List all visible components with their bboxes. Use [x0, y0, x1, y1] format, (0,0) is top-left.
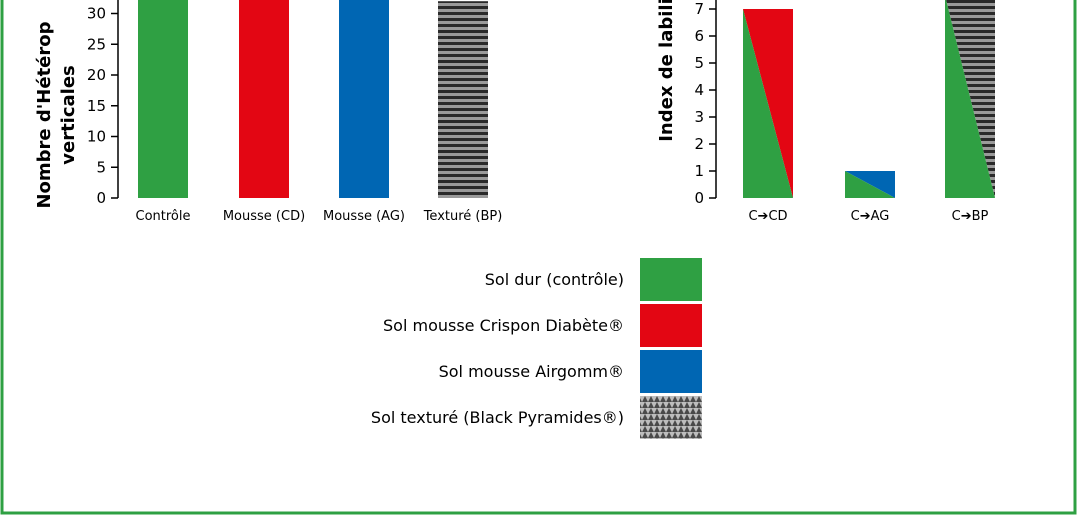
right-bar-2-part-b: [946, 0, 995, 198]
left-y-tick-label-5: 25: [87, 35, 106, 53]
right-x-label-2: C➔BP: [952, 209, 989, 224]
legend: Sol dur (contrôle) Sol mousse Crispon Dia…: [371, 258, 702, 439]
legend-label-2: Sol mousse Airgomm®: [439, 362, 624, 381]
right-y-ticks: 0 1 2 3 4 5 6 7: [694, 0, 716, 207]
left-y-tick-label-3: 15: [87, 97, 106, 115]
right-y-tick-label-3: 3: [694, 108, 704, 126]
left-x-labels: Contrôle Mousse (CD) Mousse (AG) Texturé (B…: [136, 209, 503, 224]
chart-right: 0 1 2 3 4 5 6 7 C➔CD C➔AG C➔BP Index de labili: [656, 0, 995, 224]
left-y-tick-label-2: 10: [87, 128, 106, 146]
left-y-tick-label-6: 30: [87, 5, 106, 23]
right-x-labels: C➔CD C➔AG C➔BP: [748, 209, 988, 224]
right-y-tick-label-2: 2: [694, 135, 704, 153]
left-bar-0: [138, 0, 188, 199]
right-x-label-0: C➔CD: [748, 209, 787, 224]
left-x-label-2: Mousse (AG): [323, 209, 405, 224]
left-y-tick-label-4: 20: [87, 66, 106, 84]
left-y-ticks: 0 5 10 15 20 25 30: [87, 5, 118, 207]
left-y-tick-label-1: 5: [96, 158, 106, 176]
chart-left: 0 5 10 15 20 25 30 Contrôle Mousse (CD) Mousse (…: [34, 0, 502, 224]
legend-label-3: Sol texturé (Black Pyramides®): [371, 408, 624, 427]
right-y-tick-label-1: 1: [694, 162, 704, 180]
left-bar-2: [339, 0, 389, 199]
left-y-axis-title-line1: Nombre d'Hétérop: [34, 21, 55, 208]
right-y-tick-label-7: 7: [694, 0, 704, 18]
left-bar-1: [239, 0, 289, 199]
left-x-label-3: Texturé (BP): [423, 209, 503, 224]
right-y-tick-label-0: 0: [694, 189, 704, 207]
right-bar-1-part-a: [845, 171, 895, 198]
left-x-label-0: Contrôle: [136, 209, 191, 224]
legend-label-0: Sol dur (contrôle): [485, 270, 624, 289]
legend-swatch-0: [640, 258, 702, 301]
left-y-axis-title-line2: verticales: [58, 65, 79, 165]
right-bars: [743, 0, 995, 198]
right-bar-2-part-a: [945, 0, 995, 198]
legend-swatch-2: [640, 350, 702, 393]
legend-swatch-1: [640, 304, 702, 347]
legend-label-1: Sol mousse Crispon Diabète®: [383, 316, 624, 335]
legend-swatch-3: [640, 396, 702, 439]
left-bars: [138, 0, 488, 199]
right-bar-0-part-a: [743, 9, 793, 198]
right-y-tick-label-6: 6: [694, 27, 704, 45]
left-y-tick-label-0: 0: [96, 189, 106, 207]
right-y-tick-label-5: 5: [694, 54, 704, 72]
left-bar-3: [438, 1, 488, 199]
right-y-tick-label-4: 4: [694, 81, 704, 99]
right-x-label-1: C➔AG: [851, 209, 890, 224]
right-y-axis-title: Index de labili: [656, 0, 677, 142]
left-x-label-1: Mousse (CD): [223, 209, 305, 224]
